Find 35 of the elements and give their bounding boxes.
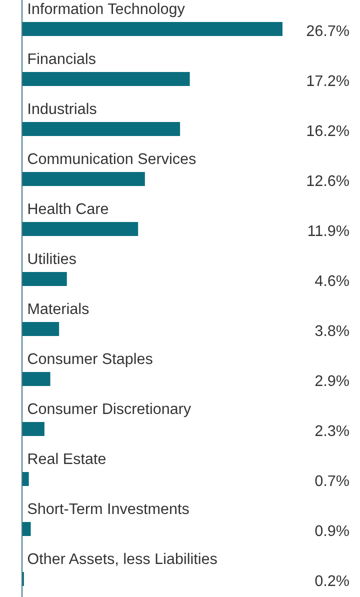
y-tick-label: Health Care <box>28 202 108 214</box>
data-label: 0.7% <box>315 475 349 486</box>
bar <box>22 172 145 186</box>
y-tick-label: Short-Term Investments <box>28 502 189 514</box>
data-label: 16.2% <box>307 125 349 136</box>
y-tick-label: Consumer Staples <box>28 352 152 368</box>
bar <box>22 122 180 136</box>
y-tick-label: Utilities <box>28 252 76 264</box>
y-tick-label: Materials <box>28 302 89 314</box>
y-tick-label: Industrials <box>28 102 96 114</box>
data-label: 4.6% <box>315 275 349 286</box>
data-label: 3.8% <box>315 325 349 336</box>
y-tick-label: Other Assets, less Liabilities <box>28 552 217 566</box>
bar <box>22 322 60 336</box>
bar <box>22 222 138 236</box>
y-tick-label: Financials <box>28 52 96 64</box>
bar <box>22 22 282 36</box>
data-label: 17.2% <box>307 75 349 86</box>
y-tick-label: Information Technology <box>28 2 185 18</box>
y-tick-label: Real Estate <box>28 452 106 464</box>
data-label: 11.9% <box>308 225 349 236</box>
bar <box>22 522 31 536</box>
data-label: 0.9% <box>315 525 349 536</box>
bar <box>22 472 29 486</box>
bar <box>22 422 44 436</box>
y-tick-label: Consumer Discretionary <box>28 402 192 418</box>
data-label: 26.7% <box>306 25 349 36</box>
data-label: 2.9% <box>315 375 349 386</box>
y-tick-label: Communication Services <box>28 152 196 164</box>
bar <box>22 72 190 86</box>
data-label: 0.2% <box>315 575 349 586</box>
data-label: 12.6% <box>307 175 349 186</box>
data-label: 2.3% <box>315 425 349 436</box>
bar <box>22 372 50 386</box>
bar <box>22 272 67 286</box>
